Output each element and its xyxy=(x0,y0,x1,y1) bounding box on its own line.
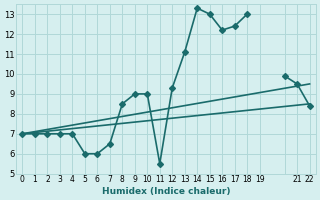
X-axis label: Humidex (Indice chaleur): Humidex (Indice chaleur) xyxy=(102,187,230,196)
